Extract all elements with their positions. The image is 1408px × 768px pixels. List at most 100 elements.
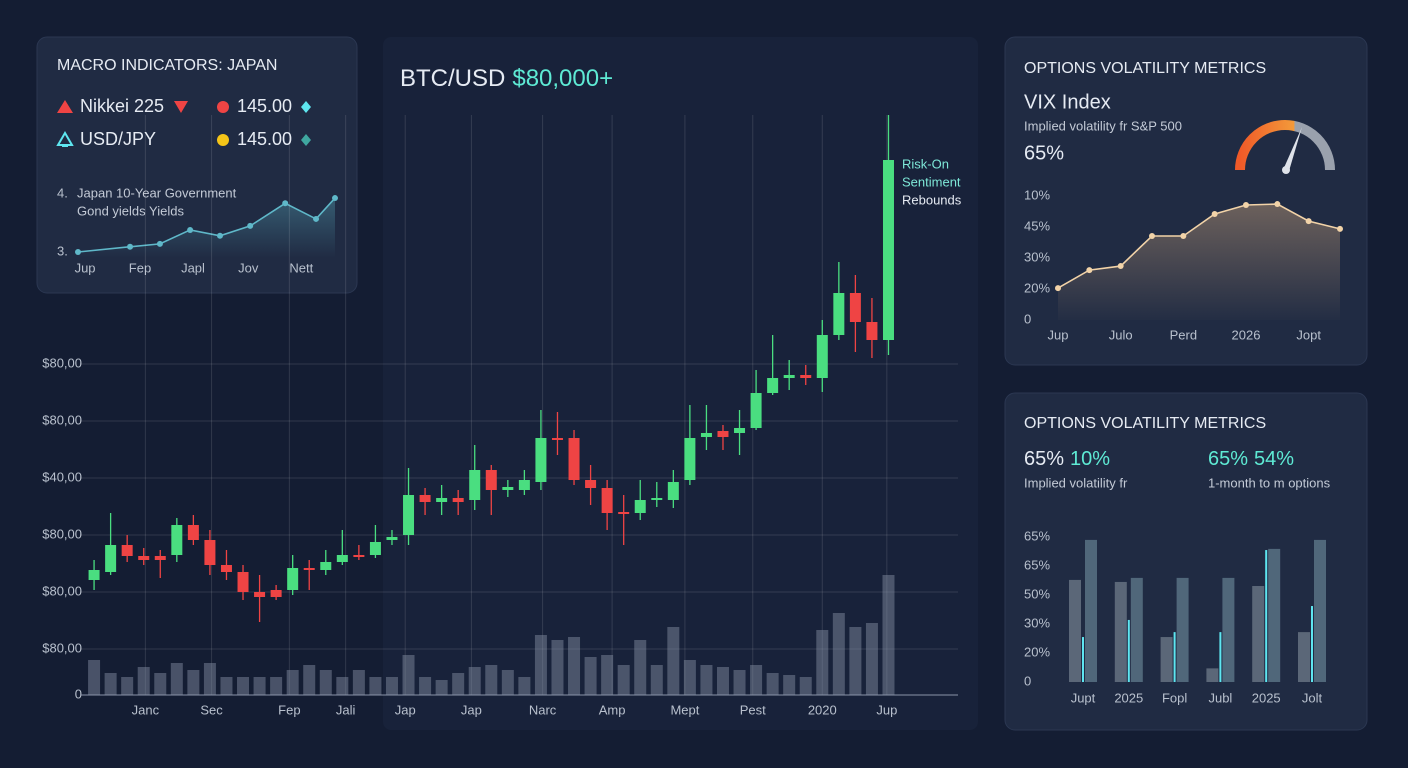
volume-bar <box>700 665 713 695</box>
x-tick-label: Jolt <box>1302 690 1323 705</box>
candle-body <box>833 293 845 335</box>
bar <box>1130 577 1143 682</box>
x-tick-label: Jup <box>876 702 897 717</box>
stat-value: 10% <box>1070 448 1110 470</box>
y-tick-label: $80,00 <box>42 583 82 598</box>
chart-title: BTC/USD $80,000+ <box>400 65 613 92</box>
volume-bar <box>88 660 101 695</box>
annotation: Risk-On <box>902 156 949 171</box>
candle-body <box>138 556 150 560</box>
bar <box>1173 632 1176 682</box>
bar <box>1252 586 1265 682</box>
bar <box>1298 632 1310 682</box>
x-tick-label: Amp <box>599 702 626 717</box>
candle-body <box>452 498 464 502</box>
x-tick-label: Jov <box>238 260 259 275</box>
candle-body <box>816 335 828 378</box>
candle-body <box>485 470 497 490</box>
stat: 65% 54% <box>1208 448 1294 470</box>
x-tick-label: Jopt <box>1296 327 1321 342</box>
bar <box>1314 539 1326 682</box>
candle-body <box>287 568 299 590</box>
candle-body <box>618 512 630 514</box>
point <box>1180 232 1187 239</box>
point <box>1211 210 1218 217</box>
x-tick-label: Nett <box>289 260 313 275</box>
volume-bar <box>237 677 250 695</box>
bar <box>1219 632 1222 682</box>
bar <box>1268 548 1281 682</box>
y-tick-label: 0 <box>75 686 82 701</box>
point <box>1337 225 1343 232</box>
annotation: Rebounds <box>902 192 962 207</box>
fx-icon <box>56 131 74 147</box>
candle-body <box>303 568 315 570</box>
candle-body <box>717 431 729 437</box>
y-tick-label: $80,00 <box>42 412 82 427</box>
y-tick-label: $80,00 <box>42 355 82 370</box>
volume-bar <box>716 667 729 695</box>
bar <box>1069 579 1081 682</box>
bar <box>1265 550 1268 682</box>
volume-bar <box>816 630 829 695</box>
y-tick-label: 4. <box>57 185 68 200</box>
point <box>1055 285 1061 292</box>
candle-body <box>403 495 415 535</box>
bar <box>1311 606 1313 682</box>
volume-bar <box>452 673 465 695</box>
volume-bar <box>518 677 531 695</box>
candle-body <box>171 525 183 555</box>
x-tick-label: Jup <box>75 260 96 275</box>
candle-body <box>734 428 746 433</box>
candle-body <box>651 498 663 500</box>
row-name: Nikkei 225 <box>80 96 164 116</box>
candle-body <box>469 470 481 500</box>
candle-body <box>882 160 894 340</box>
x-tick-label: Julo <box>1109 327 1133 342</box>
volume-bar <box>352 670 365 695</box>
point <box>1086 267 1093 274</box>
y-tick-label: 30% <box>1024 615 1050 630</box>
volume-bar <box>154 673 167 695</box>
candle-body <box>568 438 580 480</box>
chart-title: Japan 10-Year Government <box>77 185 237 200</box>
volume-bar <box>733 670 746 695</box>
x-tick-label: Jap <box>395 702 416 717</box>
y-tick-label: 10% <box>1024 187 1050 202</box>
point <box>1117 263 1124 270</box>
candle-body <box>767 378 779 393</box>
volume-bar <box>634 640 647 695</box>
chart-title: Gond yields Yields <box>77 203 184 218</box>
row-value: 145.00 <box>237 129 292 149</box>
volume-bar <box>799 677 812 695</box>
x-tick-label: Perd <box>1170 327 1197 342</box>
point <box>332 195 338 202</box>
volume-bar <box>832 613 845 695</box>
caption: 1-month to m options <box>1208 475 1331 490</box>
point <box>156 240 163 247</box>
y-tick-label: $40,00 <box>42 469 82 484</box>
y-tick-label: $80,00 <box>42 640 82 655</box>
volume-bar <box>468 667 481 695</box>
y-tick-label: 65% <box>1024 528 1050 543</box>
point <box>1149 232 1155 239</box>
volume-bar <box>849 627 862 695</box>
volume-bar <box>501 670 514 695</box>
volume-bar <box>485 665 498 695</box>
volume-bar <box>137 667 150 695</box>
y-tick-label: 0 <box>1024 311 1031 326</box>
diamond <box>301 134 311 146</box>
candle-body <box>121 545 133 556</box>
bar <box>1176 577 1189 682</box>
candle-body <box>551 438 563 440</box>
volume-bar <box>568 637 581 695</box>
x-tick-label: Janc <box>132 702 160 717</box>
candle-body <box>369 542 381 555</box>
volume-bar <box>601 655 614 695</box>
point <box>1243 201 1249 208</box>
x-tick-label: 2026 <box>1232 327 1261 342</box>
y-tick-label: 30% <box>1024 249 1050 264</box>
point <box>247 222 254 229</box>
volume-bar <box>369 677 382 695</box>
volume-bar <box>253 677 266 695</box>
